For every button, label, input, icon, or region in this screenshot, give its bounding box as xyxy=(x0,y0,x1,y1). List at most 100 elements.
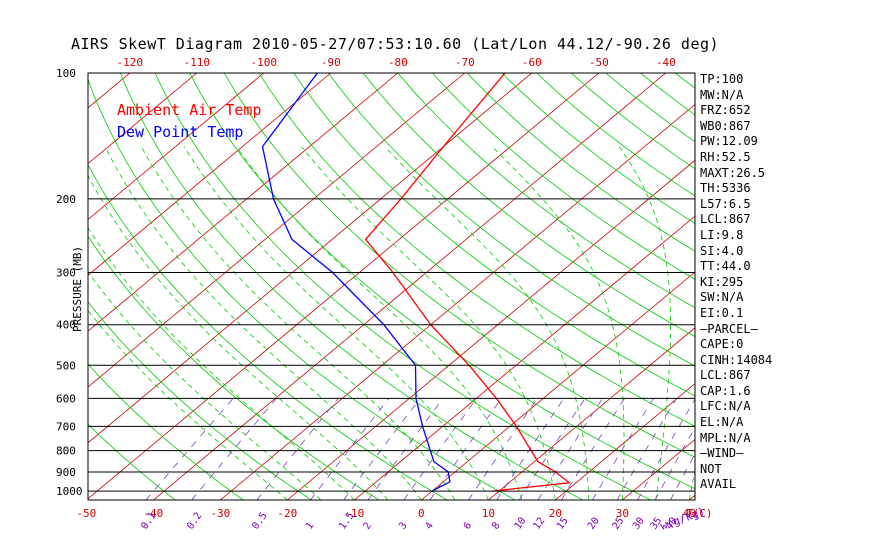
dry-adiabat-line xyxy=(223,73,695,458)
dry-adiabat-line xyxy=(779,73,870,500)
sounding-index: LFC:N/A xyxy=(700,399,751,414)
mixing-ratio-tick-label: 1 xyxy=(304,520,316,531)
sounding-index: –PARCEL– xyxy=(700,321,758,336)
dry-adiabat-line xyxy=(432,73,695,280)
mixing-ratio-tick-label: 6 xyxy=(462,520,474,531)
mixing-ratio-tick-label: 20 xyxy=(586,516,602,532)
sounding-index: AVAIL xyxy=(700,477,737,492)
top-temp-tick-label: -40 xyxy=(656,56,676,69)
sounding-index: MAXT:26.5 xyxy=(700,165,766,180)
isotherm-line xyxy=(88,73,332,276)
mixing-ratio-line xyxy=(537,398,603,500)
pressure-tick-label: 700 xyxy=(56,420,76,433)
dry-adiabat-line xyxy=(849,73,870,500)
sounding-index: TT:44.0 xyxy=(700,259,751,274)
moist-adiabat-line xyxy=(618,146,671,500)
moist-adiabat-line xyxy=(236,146,523,500)
bottom-temp-tick-label: -40 xyxy=(143,507,163,520)
dry-adiabat-line xyxy=(293,73,695,397)
bottom-temp-tick-label: 20 xyxy=(549,507,562,520)
dry-adiabat-line xyxy=(189,73,695,490)
isotherm-line xyxy=(488,327,695,500)
dry-adiabat-line xyxy=(258,73,695,427)
sounding-index: WB0:867 xyxy=(700,118,751,133)
isotherm-line xyxy=(756,73,870,500)
top-temp-tick-label: -120 xyxy=(117,56,144,69)
mixing-ratio-line xyxy=(592,398,654,500)
pressure-tick-label: 300 xyxy=(56,267,76,280)
dry-adiabat-line xyxy=(88,363,244,500)
sounding-index: CINH:14084 xyxy=(700,352,773,367)
pressure-tick-label: 800 xyxy=(56,445,76,458)
bottom-temp-tick-label: -50 xyxy=(76,507,96,520)
dry-adiabat-line xyxy=(154,73,652,500)
sounding-index: PW:12.09 xyxy=(700,134,758,149)
isotherm-line xyxy=(555,383,695,500)
mixing-ratio-tick-label: 4 xyxy=(423,520,435,531)
isotherm-line xyxy=(88,73,600,500)
isotherm-line xyxy=(0,73,63,500)
mixing-ratio-line xyxy=(496,398,565,500)
top-temp-tick-label: -60 xyxy=(522,56,542,69)
mixing-ratio-line xyxy=(367,398,444,500)
mixing-ratio-line xyxy=(403,398,478,500)
legend-ambient-air-temp: Ambient Air Temp xyxy=(117,101,262,119)
top-temp-tick-label: -70 xyxy=(455,56,475,69)
isotherm-line xyxy=(88,73,533,444)
mixing-ratio-line xyxy=(670,453,695,500)
bottom-temp-tick-label: 30 xyxy=(616,507,629,520)
sounding-index: TP:100 xyxy=(700,72,744,86)
dry-adiabat-line xyxy=(88,163,448,500)
sounding-index: CAP:1.6 xyxy=(700,383,751,398)
mixing-ratio-line xyxy=(561,398,625,500)
sounding-index: LCL:867 xyxy=(700,368,751,383)
sounding-index: L57:6.5 xyxy=(700,196,751,211)
sounding-index: SW:N/A xyxy=(700,290,744,305)
mixing-ratio-line xyxy=(637,398,695,500)
sounding-index: EI:0.1 xyxy=(700,305,744,320)
sounding-index: RH:52.5 xyxy=(700,149,751,164)
dry-adiabat-line xyxy=(88,78,516,500)
isotherm-line xyxy=(88,73,399,332)
isotherm-line xyxy=(823,73,870,500)
moist-adiabat-line xyxy=(88,227,355,500)
isotherm-line xyxy=(88,73,131,109)
dew-point-temp-line xyxy=(261,73,451,492)
isotherm-line xyxy=(287,159,695,500)
mixing-ratio-line xyxy=(468,398,538,500)
dry-adiabat-line xyxy=(88,235,380,500)
mixing-ratio-line xyxy=(310,398,390,500)
mixing-ratio-line xyxy=(343,398,421,500)
moist-adiabat-line xyxy=(492,146,625,500)
isotherm-line xyxy=(88,73,265,220)
sounding-index: MPL:N/A xyxy=(700,430,751,445)
bottom-temp-tick-label: -10 xyxy=(344,507,364,520)
sounding-index: CAPE:0 xyxy=(700,337,744,352)
moist-adiabat-line xyxy=(104,146,422,500)
top-temp-tick-label: -50 xyxy=(589,56,609,69)
legend-dew-point-temp: Dew Point Temp xyxy=(117,123,244,141)
pressure-tick-label: 500 xyxy=(56,359,76,372)
chart-title: AIRS SkewT Diagram 2010-05-27/07:53:10.6… xyxy=(70,35,720,53)
bottom-temp-tick-label: -30 xyxy=(210,507,230,520)
dry-adiabat-line xyxy=(814,73,870,500)
plot-frame xyxy=(87,72,696,501)
sounding-index: EL:N/A xyxy=(700,415,744,430)
sounding-index: KI:295 xyxy=(700,274,744,289)
bottom-temp-tick-label: 10 xyxy=(482,507,495,520)
mixing-ratio-line xyxy=(616,398,677,500)
top-temp-tick-label: -110 xyxy=(184,56,211,69)
mixing-ratio-tick-label: 0.5 xyxy=(250,511,269,532)
mixing-ratio-tick-label: 30 xyxy=(631,516,647,532)
sounding-indices-panel: TP:100 MW:N/A FRZ:652 WB0:867 PW:12.09 RH:52.… xyxy=(700,72,772,493)
dry-adiabat-line xyxy=(501,73,695,224)
mixing-ratio-tick-label: 10 xyxy=(513,516,529,532)
isotherm-line xyxy=(220,103,695,500)
mixing-ratio-tick-label: 3 xyxy=(397,520,409,531)
mixing-ratio-line xyxy=(518,398,586,500)
sounding-index: LCL:867 xyxy=(700,212,751,227)
dry-adiabat-line xyxy=(397,73,695,309)
bottom-temp-tick-label: 0 xyxy=(418,507,425,520)
moist-adiabat-line xyxy=(183,146,489,500)
dry-adiabat-line xyxy=(328,73,695,367)
